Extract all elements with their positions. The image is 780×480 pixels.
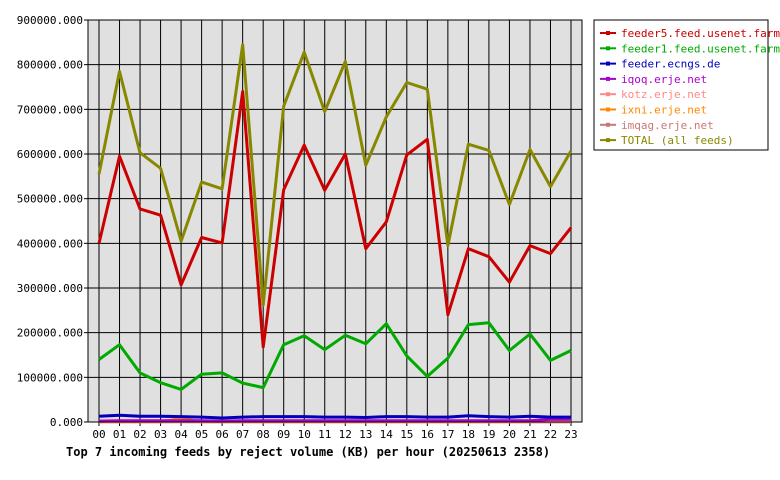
- x-tick-label: 10: [298, 428, 311, 441]
- y-tick-label: 400000.000: [17, 237, 83, 250]
- series-line: [98, 413, 571, 420]
- legend-marker: [606, 46, 610, 51]
- legend-marker: [606, 76, 610, 81]
- series-line: [98, 321, 572, 391]
- series-line: [98, 417, 571, 423]
- legend-marker: [606, 107, 610, 112]
- x-tick-label: 08: [257, 428, 270, 441]
- y-tick-labels: 0.000 100000.000 200000.000 300000.000 40000…: [17, 14, 83, 429]
- legend-marker: [606, 138, 610, 143]
- y-tick-label: 300000.000: [17, 282, 83, 295]
- x-tick-label: 22: [544, 428, 557, 441]
- x-tick-label: 02: [133, 428, 146, 441]
- legend-label: feeder5.feed.usenet.farm: [621, 27, 780, 40]
- x-tick-label: 18: [462, 428, 475, 441]
- y-tick-label: 900000.000: [17, 14, 83, 27]
- legend-label: TOTAL (all feeds): [621, 134, 734, 147]
- x-tick-label: 19: [482, 428, 495, 441]
- y-tick-label: 700000.000: [17, 103, 83, 116]
- x-tick-label: 00: [92, 428, 105, 441]
- legend: feeder5.feed.usenet.farm feeder1.feed.use…: [593, 19, 780, 151]
- legend-marker: [606, 122, 610, 127]
- legend-label: feeder1.feed.usenet.farm: [621, 42, 780, 55]
- x-tick-label: 11: [318, 428, 331, 441]
- x-tick-label: 13: [359, 428, 372, 441]
- legend-label: ixni.erje.net: [621, 104, 707, 117]
- y-tick-label: 800000.000: [17, 59, 83, 72]
- legend-label: imqag.erje.net: [621, 119, 714, 132]
- x-tick-label: 14: [380, 428, 394, 441]
- y-tick-label: 500000.000: [17, 193, 83, 206]
- legend-label: kotz.erje.net: [621, 88, 707, 101]
- series-line: [97, 43, 573, 307]
- chart-caption: Top 7 incoming feeds by reject volume (K…: [66, 445, 551, 459]
- y-tick-label: 0.000: [50, 416, 83, 429]
- x-tick-label: 06: [216, 428, 229, 441]
- legend-marker: [606, 31, 610, 35]
- x-tick-label: 15: [400, 428, 413, 441]
- x-tick-label: 17: [441, 428, 454, 441]
- x-tick-label: 16: [421, 428, 434, 441]
- y-tick-label: 200000.000: [17, 327, 83, 340]
- x-tick-label: 20: [503, 428, 516, 441]
- legend-marker: [606, 92, 610, 97]
- series-line: [97, 90, 573, 349]
- legend-box: [593, 19, 769, 151]
- legend-marker: [606, 61, 610, 66]
- plot-frame: [87, 19, 583, 423]
- y-tick-label: 100000.000: [17, 371, 83, 384]
- x-tick-label: 21: [523, 428, 536, 441]
- x-tick-label: 04: [174, 428, 188, 441]
- legend-label: feeder.ecngs.de: [621, 58, 720, 71]
- x-tick-label: 23: [564, 428, 577, 441]
- x-tick-labels: 00 01 02 03 04 05 06 07 08 09 10 11 12 13 14 15 16 17 18 19…: [92, 428, 577, 441]
- legend-label: iqoq.erje.net: [621, 73, 707, 86]
- x-tick-label: 09: [277, 428, 290, 441]
- x-tick-label: 03: [154, 428, 167, 441]
- x-tick-label: 01: [113, 428, 126, 441]
- x-tick-label: 12: [339, 428, 352, 441]
- y-tick-label: 600000.000: [17, 148, 83, 161]
- x-tick-label: 05: [195, 428, 208, 441]
- x-tick-label: 07: [236, 428, 249, 441]
